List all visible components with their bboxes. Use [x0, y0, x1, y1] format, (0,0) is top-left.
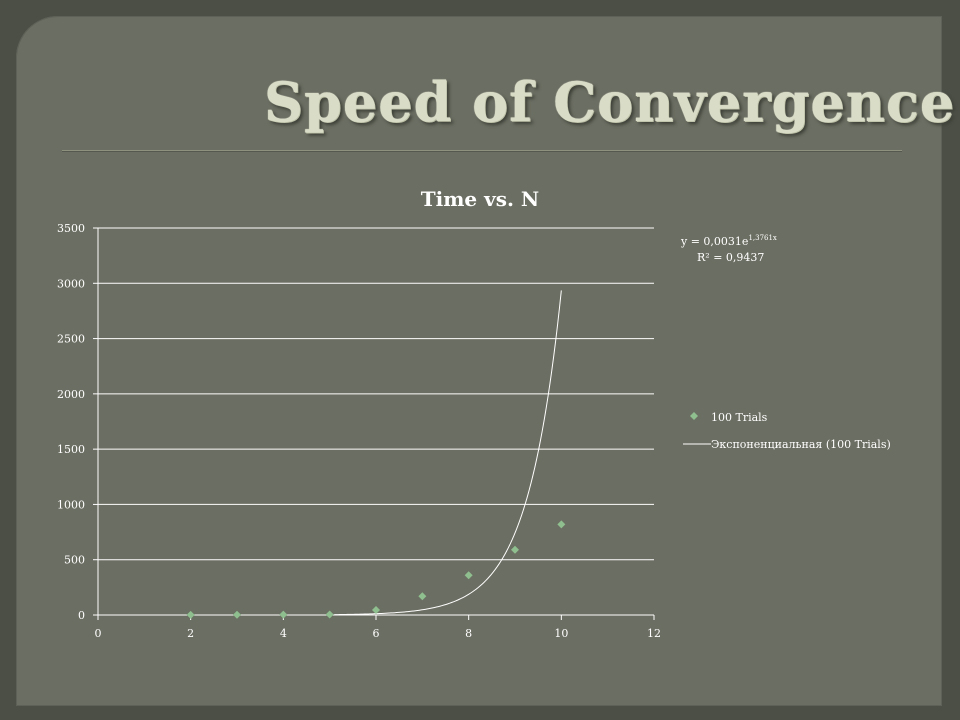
x-tick-label: 2: [187, 627, 194, 640]
x-tick-label: 8: [465, 627, 472, 640]
y-tick-label: 3500: [57, 222, 85, 235]
x-tick-label: 4: [280, 627, 287, 640]
slide-panel: [16, 16, 942, 706]
legend: 100 Trials Экспоненциальная (100 Trials): [683, 411, 891, 451]
data-point: [233, 610, 241, 619]
legend-label-series: 100 Trials: [711, 411, 768, 424]
data-point: [464, 571, 473, 580]
data-point: [418, 592, 427, 601]
y-tick-label: 0: [78, 609, 85, 622]
axes: [93, 227, 655, 620]
title-divider: [62, 150, 902, 152]
trendline-equation: y = 0,0031e1,3761x: [680, 234, 777, 248]
slide-title: Speed of Convergence: [264, 70, 956, 134]
y-tick-label: 1000: [57, 498, 85, 511]
equation-exponent: 1,3761x: [748, 234, 776, 242]
y-tick-label: 2000: [57, 388, 85, 401]
x-tick-label: 6: [373, 627, 380, 640]
trendline: [334, 290, 562, 616]
y-tick-label: 3000: [57, 277, 85, 290]
chart-title: Time vs. N: [421, 187, 539, 211]
data-point: [186, 610, 195, 619]
x-tick-label: 12: [647, 627, 661, 640]
legend-marker-diamond: [690, 412, 698, 420]
data-point: [325, 610, 334, 619]
data-point: [511, 545, 519, 554]
data-point: [279, 610, 288, 619]
r-squared-label: R² = 0,9437: [697, 251, 764, 264]
x-tick-label: 0: [95, 627, 102, 640]
x-tick-labels: 0 2 4 6 8 10 12: [95, 627, 662, 640]
y-tick-labels: 0 500 1000 1500 2000 2500 3000 3500: [57, 222, 85, 622]
grid-lines: [98, 227, 654, 561]
y-tick-label: 500: [64, 554, 85, 567]
equation-prefix: y = 0,0031e: [680, 235, 748, 248]
data-points: [186, 520, 566, 619]
data-point: [372, 606, 380, 615]
y-tick-label: 1500: [57, 443, 85, 456]
legend-label-trendline: Экспоненциальная (100 Trials): [711, 438, 891, 451]
y-tick-label: 2500: [57, 333, 85, 346]
x-tick-label: 10: [554, 627, 568, 640]
data-point: [557, 520, 566, 529]
